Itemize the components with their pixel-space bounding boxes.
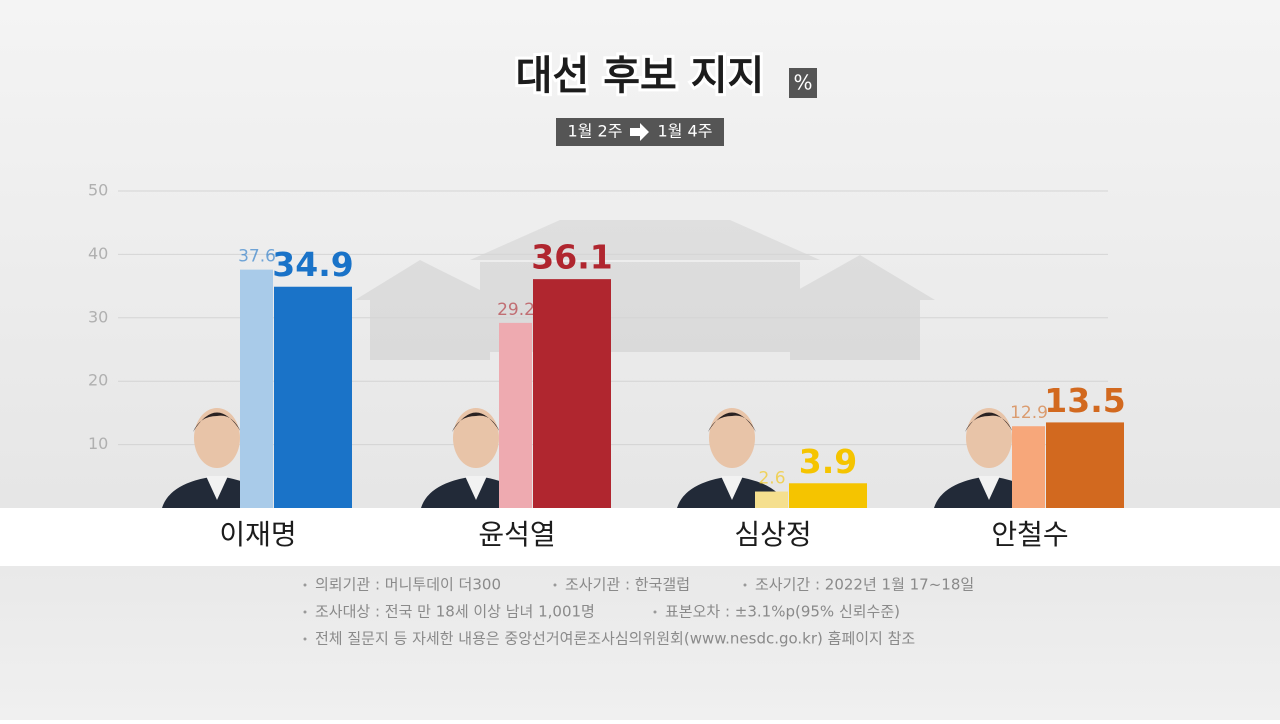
arrow-icon: [630, 123, 649, 141]
note: 조사기간 : 2022년 1월 17~18일: [755, 576, 974, 594]
value-label: 34.9: [272, 245, 353, 284]
photo-face: [453, 408, 499, 468]
y-tick-label: 50: [88, 181, 108, 200]
note-bullet: [303, 583, 307, 587]
photo-collar: [978, 476, 1000, 500]
value-label: 3.9: [799, 442, 857, 481]
note: 조사기관 : 한국갤럽: [565, 576, 690, 594]
note-bullet: [553, 583, 557, 587]
photo-hair: [708, 412, 756, 432]
photo-hair: [193, 412, 241, 432]
value-label: 36.1: [531, 238, 612, 277]
bar: [240, 269, 273, 508]
bar: [1012, 426, 1045, 508]
bar: [499, 322, 532, 508]
value-label: 29.2: [497, 300, 535, 320]
x-tick-label: 이재명: [219, 518, 296, 551]
note: 표본오차 : ±3.1%p(95% 신뢰수준): [665, 603, 900, 621]
y-tick-label: 10: [88, 434, 108, 453]
note-bullet: [303, 637, 307, 641]
name-band: [0, 508, 1280, 566]
note-bullet: [743, 583, 747, 587]
period-from: 1월 2주: [568, 122, 623, 141]
photo-hair: [452, 412, 500, 432]
y-tick-label: 20: [88, 371, 108, 390]
y-tick-label: 40: [88, 244, 108, 263]
unit: %: [793, 71, 812, 95]
unit-box: [789, 68, 817, 98]
note: 조사대상 : 전국 만 18세 이상 남녀 1,001명: [315, 603, 595, 621]
value-label: 37.6: [238, 247, 276, 267]
period-to: 1월 4주: [658, 122, 713, 141]
value-label: 2.6: [758, 469, 785, 489]
bar: [755, 491, 788, 508]
photo-face: [966, 408, 1012, 468]
bar: [1046, 422, 1124, 508]
y-tick-label: 30: [88, 307, 108, 326]
photo-face: [709, 408, 755, 468]
bar: [533, 279, 611, 508]
photo-collar: [721, 476, 743, 500]
note: 의뢰기관 : 머니투데이 더300: [315, 576, 501, 594]
photo-collar: [206, 476, 228, 500]
x-tick-label: 윤석열: [478, 518, 555, 551]
value-label: 12.9: [1010, 403, 1048, 423]
note-bullet: [653, 610, 657, 614]
x-tick-label: 안철수: [991, 518, 1068, 551]
bar: [274, 286, 352, 508]
value-label: 13.5: [1044, 381, 1125, 420]
x-tick-label: 심상정: [734, 518, 811, 551]
note: 전체 질문지 등 자세한 내용은 중앙선거여론조사심의위원회(www.nesdc…: [315, 630, 915, 648]
photo-hair: [965, 412, 1013, 432]
photo-face: [194, 408, 240, 468]
chart-title: 대선 후보 지지: [516, 53, 765, 99]
photo-collar: [465, 476, 487, 500]
note-bullet: [303, 610, 307, 614]
bar: [789, 483, 867, 508]
